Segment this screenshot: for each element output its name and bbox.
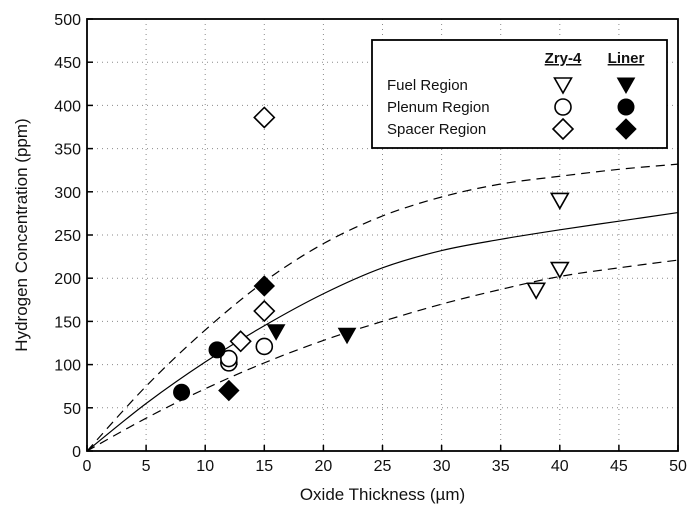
x-tick-label: 15	[255, 458, 273, 475]
diamond-open-data-point	[253, 299, 276, 323]
y-tick-label: 400	[54, 98, 81, 115]
x-axis-title: Oxide Thickness (µm)	[300, 485, 465, 504]
x-tick-label: 25	[374, 458, 392, 475]
dashed-bound-curve	[86, 259, 679, 452]
x-tick-label: 40	[551, 458, 569, 475]
x-tick-label: 35	[492, 458, 510, 475]
y-tick-label: 100	[54, 358, 81, 375]
y-tick-label: 0	[72, 444, 81, 461]
circle-filled-data-point	[208, 341, 226, 359]
legend-marker-circle-open	[554, 98, 572, 116]
x-tick-label: 45	[610, 458, 628, 475]
y-tick-label: 450	[54, 55, 81, 72]
y-tick-label: 500	[54, 12, 81, 29]
dashed-bound-curve	[86, 163, 679, 452]
solid-fit-curve	[86, 211, 679, 452]
legend-marker-circle-filled	[617, 98, 635, 116]
y-axis-title: Hydrogen Concentration (ppm)	[12, 118, 31, 351]
diamond-filled-data-point	[253, 275, 276, 297]
legend-marker-diamond-filled	[615, 118, 637, 140]
legend-label-spacer-region: Spacer Region	[387, 121, 486, 138]
x-tick-label: 50	[669, 458, 687, 475]
legend-marker-triangle-down-filled	[616, 77, 636, 95]
y-tick-label: 300	[54, 185, 81, 202]
x-tick-label: 0	[83, 458, 92, 475]
x-tick-label: 5	[142, 458, 151, 475]
diamond-open-data-point	[253, 106, 276, 129]
circle-open-data-point	[255, 337, 274, 356]
triangle-down-filled-data-point	[266, 324, 286, 341]
legend-header-liner: Liner	[608, 50, 645, 67]
legend-label-fuel-region: Fuel Region	[387, 77, 468, 94]
triangle-down-filled-data-point	[337, 327, 357, 345]
data-points	[173, 106, 570, 402]
circle-filled-data-point	[173, 383, 191, 401]
x-tick-label: 10	[196, 458, 214, 475]
diamond-open-data-point	[229, 330, 252, 353]
legend-label-plenum-region: Plenum Region	[387, 99, 490, 116]
y-tick-label: 200	[54, 271, 81, 288]
triangle-down-open-data-point	[549, 261, 570, 280]
legend-markers	[551, 77, 637, 141]
circle-open-data-point	[220, 349, 238, 368]
y-tick-label: 250	[54, 228, 81, 245]
legend-marker-diamond-open	[551, 117, 575, 141]
x-tick-label: 30	[433, 458, 451, 475]
fit-curves	[86, 163, 679, 452]
legend: Zry-4 Liner Fuel Region Plenum Region Sp…	[371, 39, 668, 149]
axis-ticks: 0 5 10 15 20 25 30 35 40 45 5005010015020025030035…	[54, 12, 687, 475]
legend-header-zry4: Zry-4	[545, 50, 582, 67]
triangle-down-open-data-point	[549, 192, 570, 211]
y-tick-label: 350	[54, 142, 81, 159]
x-tick-label: 20	[315, 458, 333, 475]
y-tick-label: 50	[63, 401, 81, 418]
diamond-filled-data-point	[218, 379, 240, 402]
legend-marker-triangle-down-open	[553, 77, 573, 95]
triangle-down-open-data-point	[526, 282, 547, 300]
y-tick-label: 150	[54, 314, 81, 331]
